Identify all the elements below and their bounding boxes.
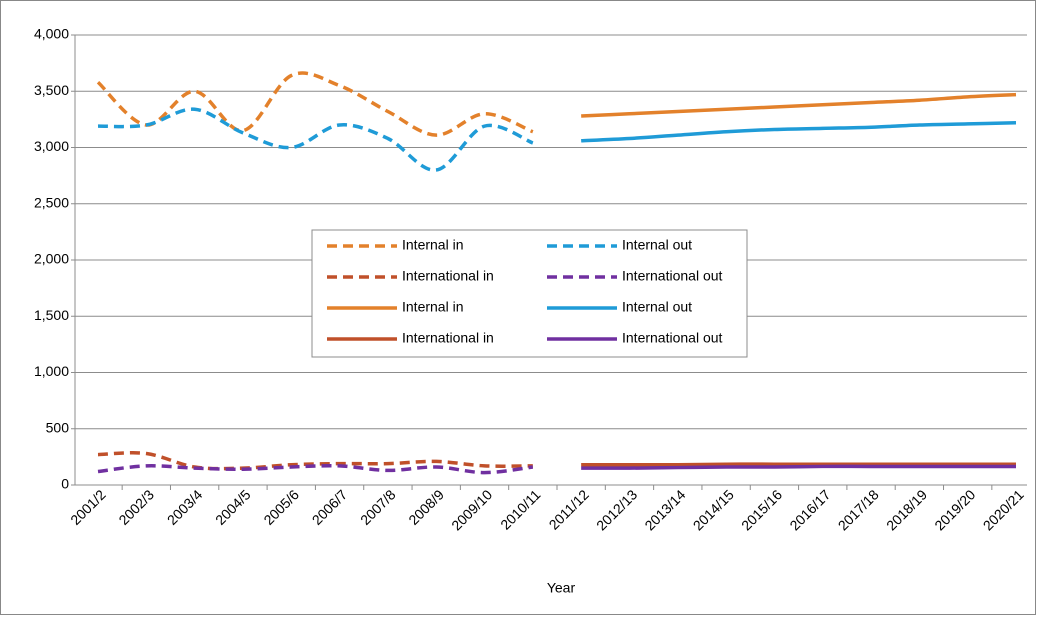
y-tick-label: 1,000	[34, 363, 69, 379]
legend-label: International out	[622, 268, 723, 284]
series-line	[581, 92, 1017, 118]
y-tick-label: 0	[61, 476, 69, 492]
y-tick-label: 1,500	[34, 307, 69, 323]
legend-label: Internal in	[402, 299, 463, 315]
series-line	[581, 462, 1016, 467]
series-line	[97, 463, 534, 475]
legend-label: Internal out	[622, 237, 692, 253]
x-axis-label: Year	[547, 580, 576, 596]
legend: Internal in Internal out International in I…	[311, 229, 748, 358]
y-tick-label: 3,000	[34, 138, 69, 154]
y-tick-label: 2,500	[34, 194, 69, 210]
y-tick-label: 2,000	[34, 251, 69, 267]
legend-label: International in	[402, 330, 494, 346]
series-line	[581, 464, 1016, 470]
legend-box	[311, 229, 748, 358]
y-tick-label: 3,500	[34, 82, 69, 98]
legend-label: Internal out	[622, 299, 692, 315]
y-tick-label: 500	[46, 419, 70, 435]
series-line	[97, 107, 534, 172]
legend-label: International out	[622, 330, 723, 346]
y-tick-label: 4,000	[34, 26, 69, 42]
series-line	[581, 121, 1017, 143]
series-line	[97, 451, 533, 471]
legend-label: Internal in	[402, 237, 463, 253]
series-line	[96, 71, 534, 137]
legend-label: International in	[402, 268, 494, 284]
